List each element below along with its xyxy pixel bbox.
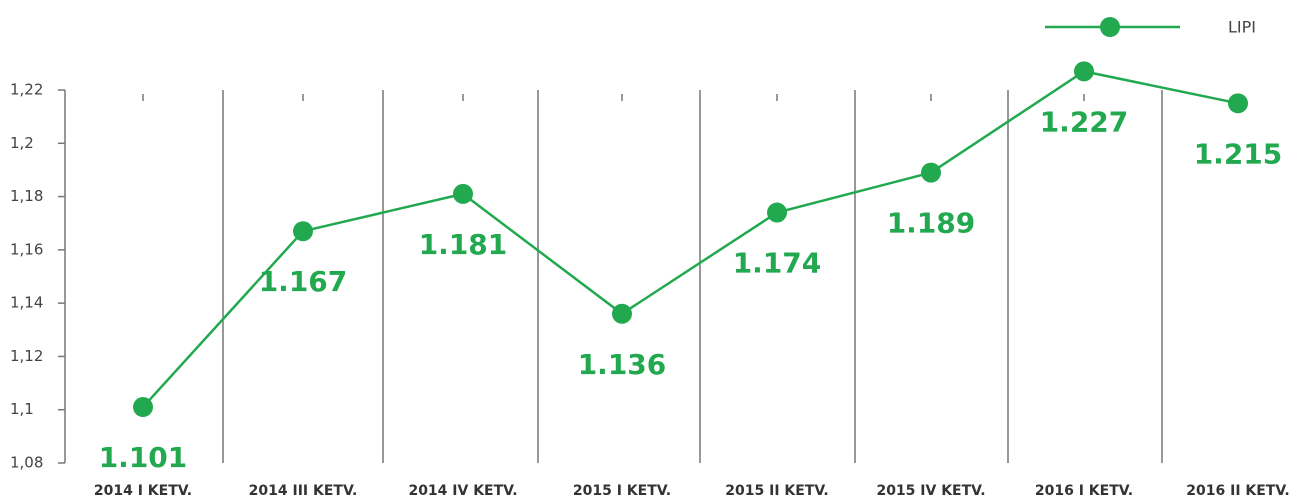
y-tick-label: 1,14 xyxy=(10,294,43,312)
y-tick-label: 1,12 xyxy=(10,347,43,365)
data-label: 1.167 xyxy=(259,265,348,298)
point xyxy=(1228,93,1248,114)
point xyxy=(612,303,632,324)
x-tick-label: 2014 III KETV. xyxy=(249,483,358,499)
y-tick-label: 1,18 xyxy=(10,187,43,205)
x-tick-label: 2015 II KETV. xyxy=(725,483,828,499)
point xyxy=(767,202,787,223)
y-tick-label: 1,1 xyxy=(10,400,34,418)
data-label: 1.215 xyxy=(1194,137,1283,170)
y-tick-label: 1,22 xyxy=(10,81,43,99)
point xyxy=(1074,61,1094,82)
data-label: 1.101 xyxy=(99,441,188,474)
point xyxy=(921,162,941,183)
y-tick-label: 1,2 xyxy=(10,134,34,152)
x-tick-label: 2016 II KETV. xyxy=(1186,483,1289,499)
x-tick-label: 2014 I KETV. xyxy=(94,483,192,499)
x-tick-label: 2015 I KETV. xyxy=(573,483,671,499)
x-tick-label: 2015 IV KETV. xyxy=(876,483,985,499)
point xyxy=(293,221,313,242)
legend-marker xyxy=(1100,17,1120,37)
data-label: 1.174 xyxy=(733,247,822,280)
point xyxy=(453,183,473,204)
legend-label: LIPI xyxy=(1228,18,1256,37)
line xyxy=(142,70,1239,408)
category-separators xyxy=(222,90,1163,463)
x-tick-label: 2014 IV KETV. xyxy=(408,483,517,499)
x-tick-label: 2016 I KETV. xyxy=(1035,483,1133,499)
data-label: 1.189 xyxy=(887,207,976,240)
data-label: 1.136 xyxy=(578,348,667,381)
data-label: 1.181 xyxy=(419,228,508,261)
y-tick-label: 1,08 xyxy=(10,454,43,472)
y-tick-label: 1,16 xyxy=(10,240,43,258)
point xyxy=(133,397,153,418)
data-label: 1.227 xyxy=(1040,105,1129,138)
